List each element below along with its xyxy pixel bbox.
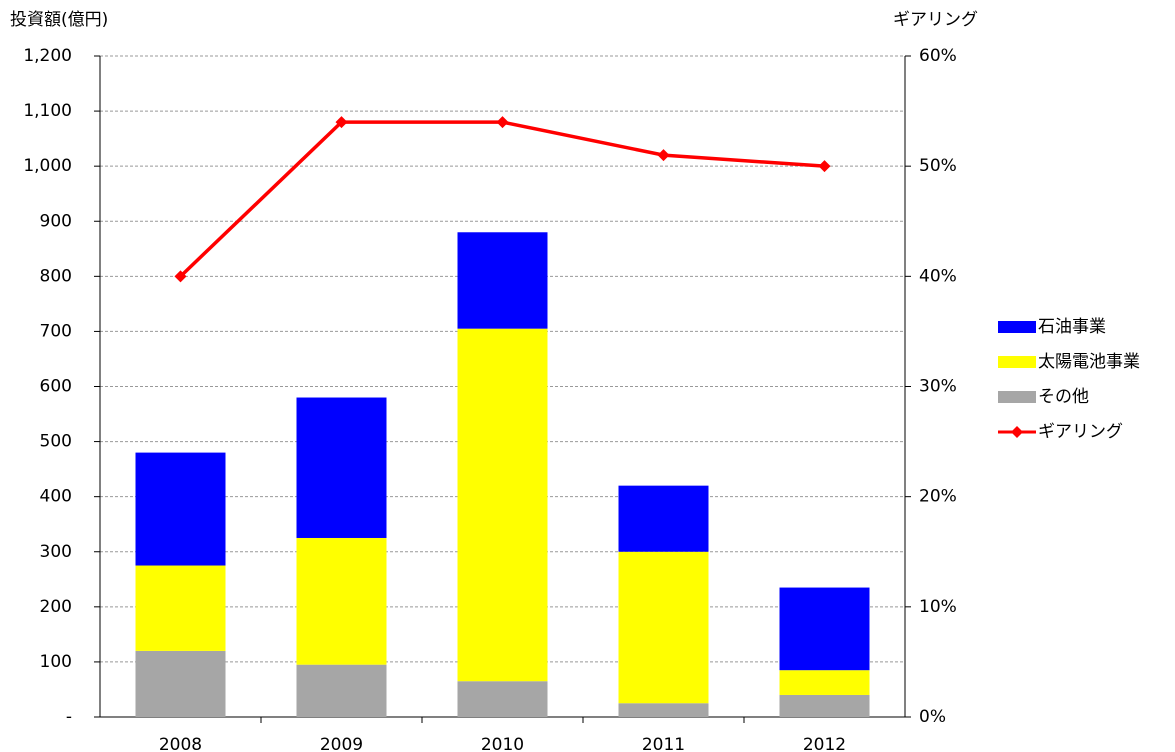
y2-tick-label: 20% <box>919 487 957 507</box>
legend-swatch <box>998 321 1036 333</box>
bar-segment <box>779 587 870 671</box>
x-tick-label: 2012 <box>803 735 846 752</box>
line-marker <box>496 116 509 129</box>
bar-segment <box>135 650 226 717</box>
legend-swatch <box>998 356 1036 368</box>
y-tick-label: 600 <box>40 377 72 397</box>
y-tick-label: 1,100 <box>23 101 72 121</box>
y2-tick-label: 30% <box>919 377 957 397</box>
y-axis-title: 投資額(億円) <box>10 10 108 30</box>
y-tick-label: - <box>66 707 72 727</box>
bar-segment <box>135 565 226 651</box>
line-marker <box>335 116 348 129</box>
y-tick-label: 400 <box>40 487 72 507</box>
bar-segment <box>618 485 709 552</box>
bar-segment <box>779 694 870 717</box>
y2-tick-label: 40% <box>919 266 957 286</box>
x-tick-label: 2011 <box>642 735 685 752</box>
y-tick-label: 800 <box>40 266 72 286</box>
y-tick-label: 300 <box>40 542 72 562</box>
bar-segment <box>457 328 548 682</box>
bar-segment <box>457 232 548 329</box>
y-tick-label: 1,200 <box>23 46 72 66</box>
x-tick-label: 2008 <box>159 735 202 752</box>
bar-segment <box>779 670 870 695</box>
y-tick-label: 900 <box>40 211 72 231</box>
line-marker <box>174 270 187 283</box>
y-tick-label: 100 <box>40 652 72 672</box>
legend-label: 石油事業 <box>1038 317 1106 337</box>
x-tick-label: 2009 <box>320 735 363 752</box>
bar-segment <box>135 452 226 566</box>
y-tick-label: 200 <box>40 597 72 617</box>
bar-segment <box>618 703 709 717</box>
legend-marker <box>1011 426 1023 438</box>
bar-segment <box>296 664 387 717</box>
legend-swatch <box>998 391 1036 403</box>
y2-axis-title: ギアリング <box>893 10 978 30</box>
line-marker <box>657 149 670 162</box>
y2-tick-label: 60% <box>919 46 957 66</box>
bar-segment <box>296 537 387 665</box>
x-tick-label: 2010 <box>481 735 524 752</box>
y-tick-label: 500 <box>40 432 72 452</box>
legend-label: ギアリング <box>1038 422 1123 442</box>
y2-tick-label: 10% <box>919 597 957 617</box>
legend-label: その他 <box>1038 387 1089 407</box>
y-tick-label: 1,000 <box>23 156 72 176</box>
line-marker <box>818 160 831 173</box>
legend-label: 太陽電池事業 <box>1038 352 1140 372</box>
y-tick-label: 700 <box>40 321 72 341</box>
y2-tick-label: 0% <box>919 707 946 727</box>
bar-segment <box>296 397 387 538</box>
bar-segment <box>618 551 709 704</box>
y2-tick-label: 50% <box>919 156 957 176</box>
bar-segment <box>457 681 548 717</box>
